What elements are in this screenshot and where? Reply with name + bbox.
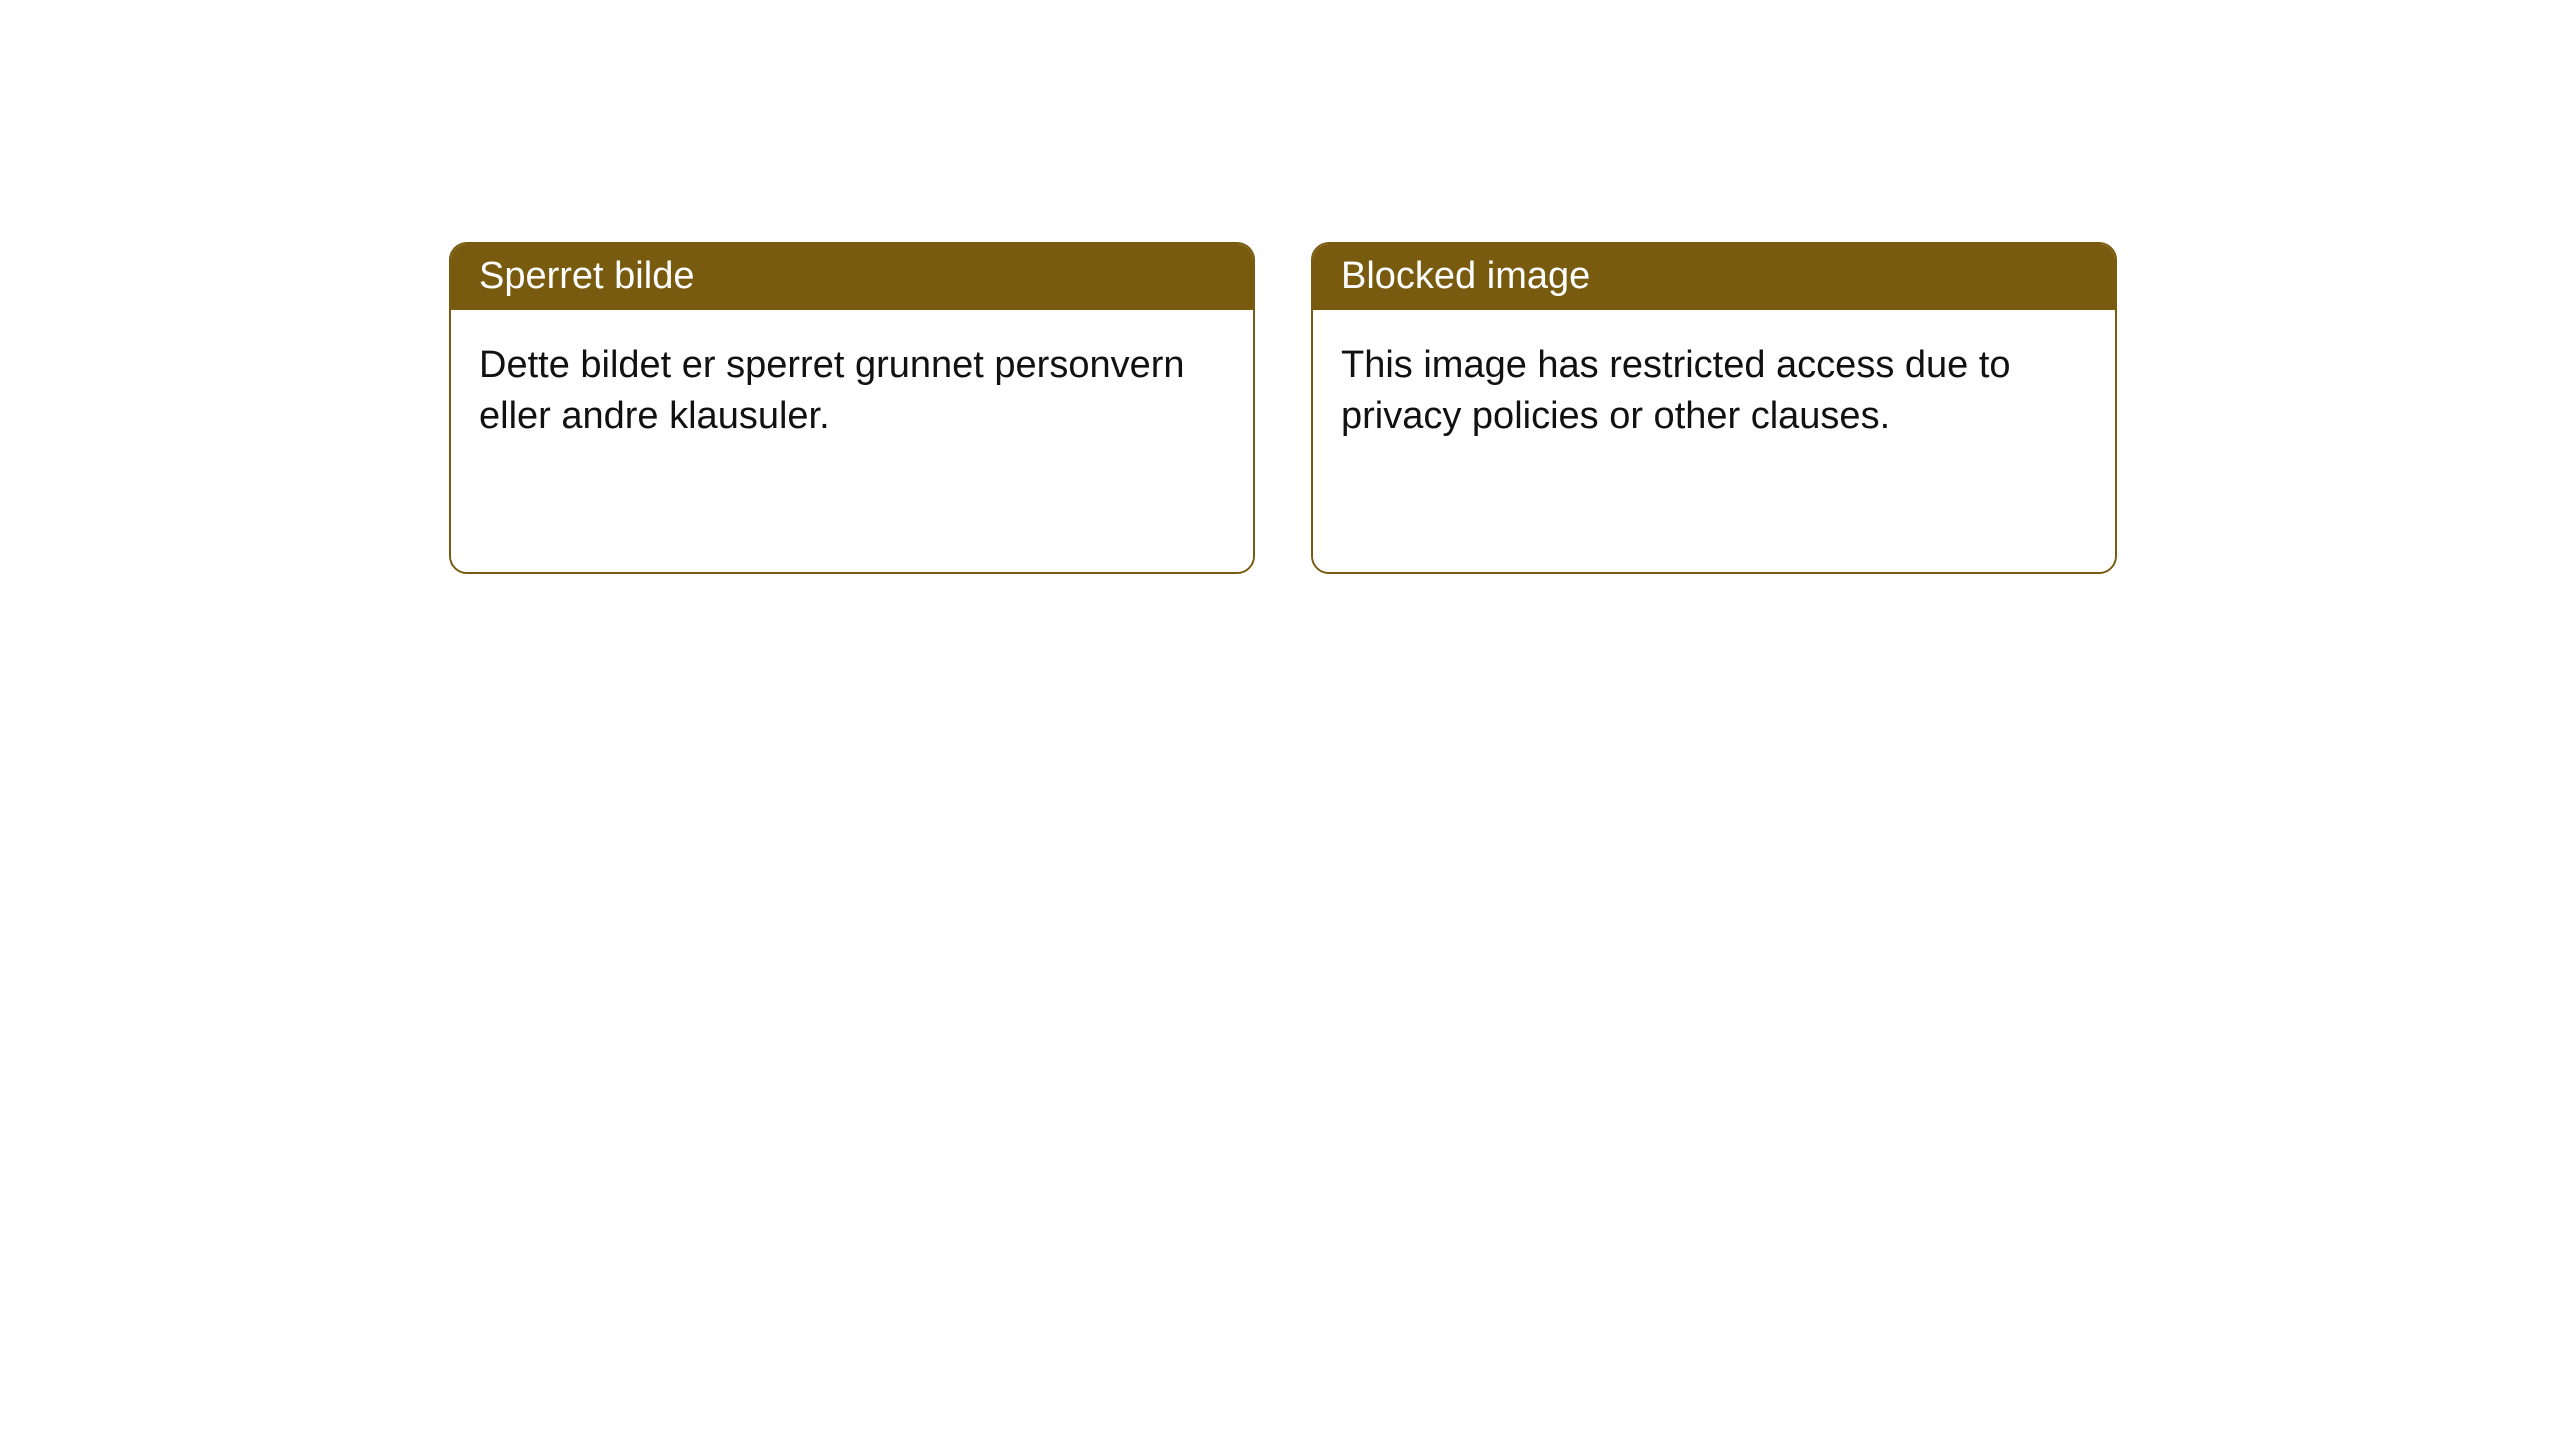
notice-cards-row: Sperret bilde Dette bildet er sperret gr… bbox=[449, 242, 2119, 574]
notice-card-title: Sperret bilde bbox=[451, 244, 1253, 310]
notice-card-english: Blocked image This image has restricted … bbox=[1311, 242, 2117, 574]
notice-card-title: Blocked image bbox=[1313, 244, 2115, 310]
notice-card-body: This image has restricted access due to … bbox=[1313, 310, 2115, 572]
notice-card-norwegian: Sperret bilde Dette bildet er sperret gr… bbox=[449, 242, 1255, 574]
notice-card-body: Dette bildet er sperret grunnet personve… bbox=[451, 310, 1253, 572]
